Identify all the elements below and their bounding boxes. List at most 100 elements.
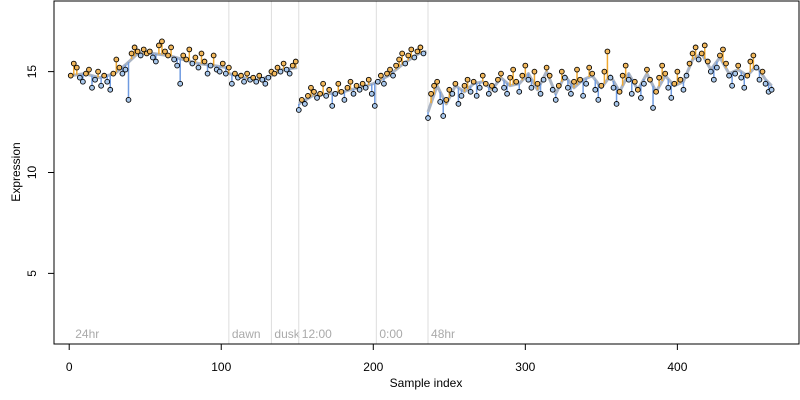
data-point bbox=[137, 52, 144, 59]
data-point bbox=[735, 62, 742, 69]
data-point bbox=[647, 76, 653, 83]
data-point bbox=[543, 64, 550, 71]
data-point bbox=[525, 76, 532, 83]
data-point bbox=[446, 86, 453, 93]
data-point bbox=[165, 52, 171, 59]
data-point bbox=[473, 92, 480, 99]
data-point bbox=[371, 103, 378, 109]
data-point bbox=[501, 84, 507, 91]
x-tick-label: 0 bbox=[66, 360, 73, 374]
data-point bbox=[574, 66, 580, 73]
data-point bbox=[522, 62, 529, 69]
data-point bbox=[458, 92, 465, 99]
data-point bbox=[440, 113, 447, 119]
x-tick-label: 200 bbox=[363, 360, 383, 374]
data-point bbox=[692, 44, 699, 51]
data-point bbox=[387, 66, 393, 73]
data-point bbox=[516, 88, 523, 95]
data-point bbox=[595, 97, 602, 103]
data-point bbox=[568, 90, 574, 97]
data-point bbox=[128, 50, 135, 57]
data-point bbox=[320, 80, 326, 87]
data-point bbox=[381, 80, 387, 87]
data-point bbox=[546, 72, 553, 79]
data-point bbox=[195, 64, 202, 71]
data-point bbox=[537, 90, 544, 97]
data-point bbox=[753, 64, 760, 71]
data-point bbox=[207, 62, 214, 69]
data-point bbox=[479, 72, 486, 79]
data-point bbox=[76, 74, 83, 81]
y-tick-label: 10 bbox=[25, 166, 39, 180]
data-point bbox=[552, 97, 559, 103]
data-point bbox=[586, 64, 593, 71]
y-tick-label: 5 bbox=[25, 270, 39, 277]
data-point bbox=[634, 86, 641, 93]
data-point bbox=[750, 52, 757, 59]
data-point bbox=[308, 84, 314, 91]
data-point bbox=[219, 60, 226, 67]
data-point bbox=[98, 82, 104, 89]
data-point bbox=[405, 52, 412, 59]
data-point bbox=[323, 92, 330, 99]
data-point bbox=[558, 68, 565, 75]
data-point bbox=[280, 60, 287, 67]
data-point bbox=[443, 97, 450, 103]
phase-label: 48hr bbox=[431, 327, 455, 341]
data-point bbox=[274, 64, 281, 71]
data-point bbox=[452, 80, 459, 87]
data-point bbox=[656, 74, 662, 81]
data-point bbox=[628, 90, 635, 97]
data-point bbox=[625, 76, 632, 83]
data-point bbox=[229, 80, 235, 87]
data-point bbox=[384, 70, 390, 77]
data-point bbox=[86, 66, 92, 73]
data-point bbox=[428, 90, 434, 97]
data-point bbox=[402, 60, 409, 67]
data-point bbox=[180, 52, 187, 59]
data-point bbox=[519, 72, 526, 79]
data-point bbox=[80, 78, 86, 85]
data-point bbox=[153, 58, 159, 65]
data-point bbox=[671, 80, 678, 87]
data-point bbox=[399, 50, 406, 57]
data-point bbox=[420, 50, 427, 57]
data-point bbox=[431, 82, 437, 89]
data-point bbox=[390, 72, 396, 79]
data-point bbox=[622, 62, 629, 69]
data-point bbox=[362, 84, 369, 91]
data-point bbox=[768, 86, 775, 93]
data-point bbox=[341, 97, 348, 103]
phase-label: 12:00 bbox=[302, 327, 332, 341]
data-point bbox=[408, 46, 415, 53]
x-tick-label: 100 bbox=[211, 360, 231, 374]
data-point bbox=[292, 58, 299, 65]
phase-label: dawn bbox=[232, 327, 261, 341]
data-point bbox=[83, 70, 89, 77]
data-point bbox=[347, 78, 354, 85]
data-point bbox=[495, 76, 501, 83]
data-point bbox=[146, 48, 153, 55]
data-point bbox=[720, 46, 726, 53]
data-point bbox=[540, 76, 547, 83]
data-point bbox=[73, 64, 80, 71]
data-point bbox=[326, 86, 333, 93]
data-point bbox=[159, 38, 165, 45]
data-point bbox=[689, 50, 696, 57]
data-point bbox=[747, 58, 754, 65]
data-point bbox=[464, 76, 471, 83]
data-point bbox=[744, 72, 751, 79]
data-point bbox=[335, 80, 342, 87]
data-point bbox=[271, 70, 278, 77]
data-point bbox=[762, 80, 769, 87]
data-point bbox=[662, 70, 669, 77]
data-point bbox=[262, 80, 269, 87]
data-point bbox=[216, 68, 223, 75]
data-point bbox=[329, 103, 336, 109]
data-point bbox=[359, 80, 366, 87]
data-point bbox=[241, 78, 247, 85]
data-point bbox=[67, 72, 74, 79]
data-point bbox=[192, 54, 199, 61]
data-point bbox=[504, 90, 510, 97]
